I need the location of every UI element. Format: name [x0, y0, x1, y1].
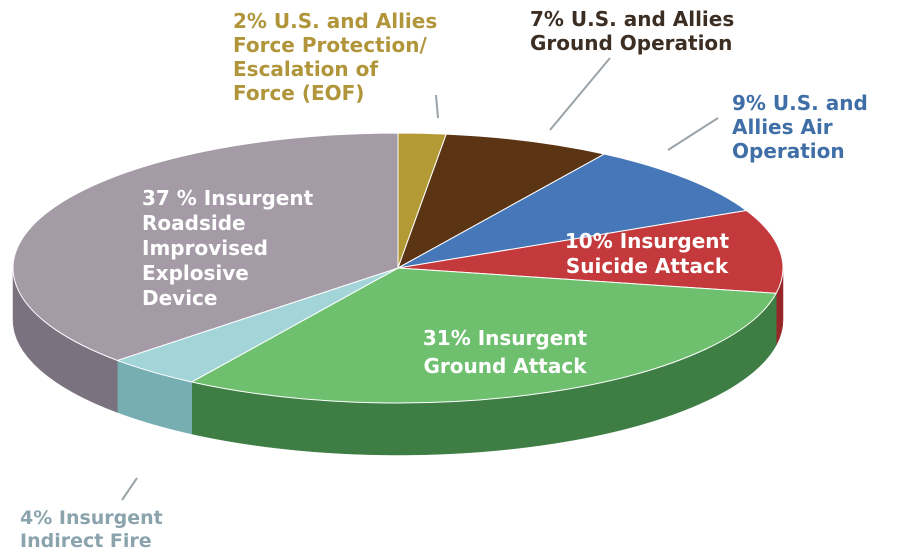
- slice-label-line: 37 % Insurgent: [142, 186, 314, 210]
- slice-label-line: 2% U.S. and Allies: [233, 9, 437, 33]
- slice-label-line: Force Protection/: [233, 33, 427, 57]
- slice-label-5: 4% Insurgent Indirect Fire: [20, 507, 163, 549]
- slice-labels: 2% U.S. and Allies Force Protection/Escal…: [20, 7, 868, 549]
- pie-slice-2: [397, 153, 748, 269]
- slice-label-4: 31% Insurgent Ground Attack: [423, 326, 588, 378]
- slice-label-3: 10% Insurgent Suicide Attack: [565, 229, 730, 278]
- slice-label-line: Roadside: [142, 211, 246, 235]
- slice-label-line: Ground Attack: [423, 354, 587, 378]
- slice-label-line: Improvised: [142, 236, 268, 260]
- leader-line-5: [121, 477, 138, 501]
- leader-line-2: [667, 117, 719, 151]
- slice-label-line: Explosive: [142, 261, 249, 285]
- slice-label-line: Indirect Fire: [20, 530, 152, 549]
- slice-label-line: 9% U.S. and: [732, 91, 868, 115]
- slice-label-line: Operation: [732, 139, 845, 163]
- pie-slice-3: [397, 209, 784, 294]
- slice-label-line: Allies Air: [732, 115, 833, 139]
- slice-label-line: Device: [142, 286, 217, 310]
- slice-label-line: Ground Operation: [530, 31, 732, 55]
- slice-label-line: 31% Insurgent: [423, 326, 588, 350]
- pie-slice-1: [397, 133, 606, 270]
- pie-tops: [12, 132, 784, 404]
- slice-label-line: 4% Insurgent: [20, 507, 163, 529]
- slice-label-0: 2% U.S. and Allies Force Protection/Escal…: [233, 9, 437, 105]
- slice-label-line: Force (EOF): [233, 81, 364, 105]
- slice-label-1: 7% U.S. and Allies Ground Operation: [530, 7, 734, 55]
- slice-label-6: 37 % Insurgent Roadside Improvised Explosiv…: [142, 186, 314, 310]
- slice-label-line: Suicide Attack: [566, 254, 729, 278]
- leader-lines: [121, 57, 719, 501]
- pie-sides: [12, 267, 784, 456]
- slice-label-2: 9% U.S. and Allies Air Operation: [732, 91, 868, 163]
- slice-label-line: 10% Insurgent: [565, 229, 730, 253]
- slice-label-line: Escalation of: [233, 57, 378, 81]
- leader-line-1: [549, 57, 611, 131]
- slice-label-line: 7% U.S. and Allies: [530, 7, 734, 31]
- leader-line-0: [435, 94, 439, 119]
- pie-slice-6: [12, 132, 399, 361]
